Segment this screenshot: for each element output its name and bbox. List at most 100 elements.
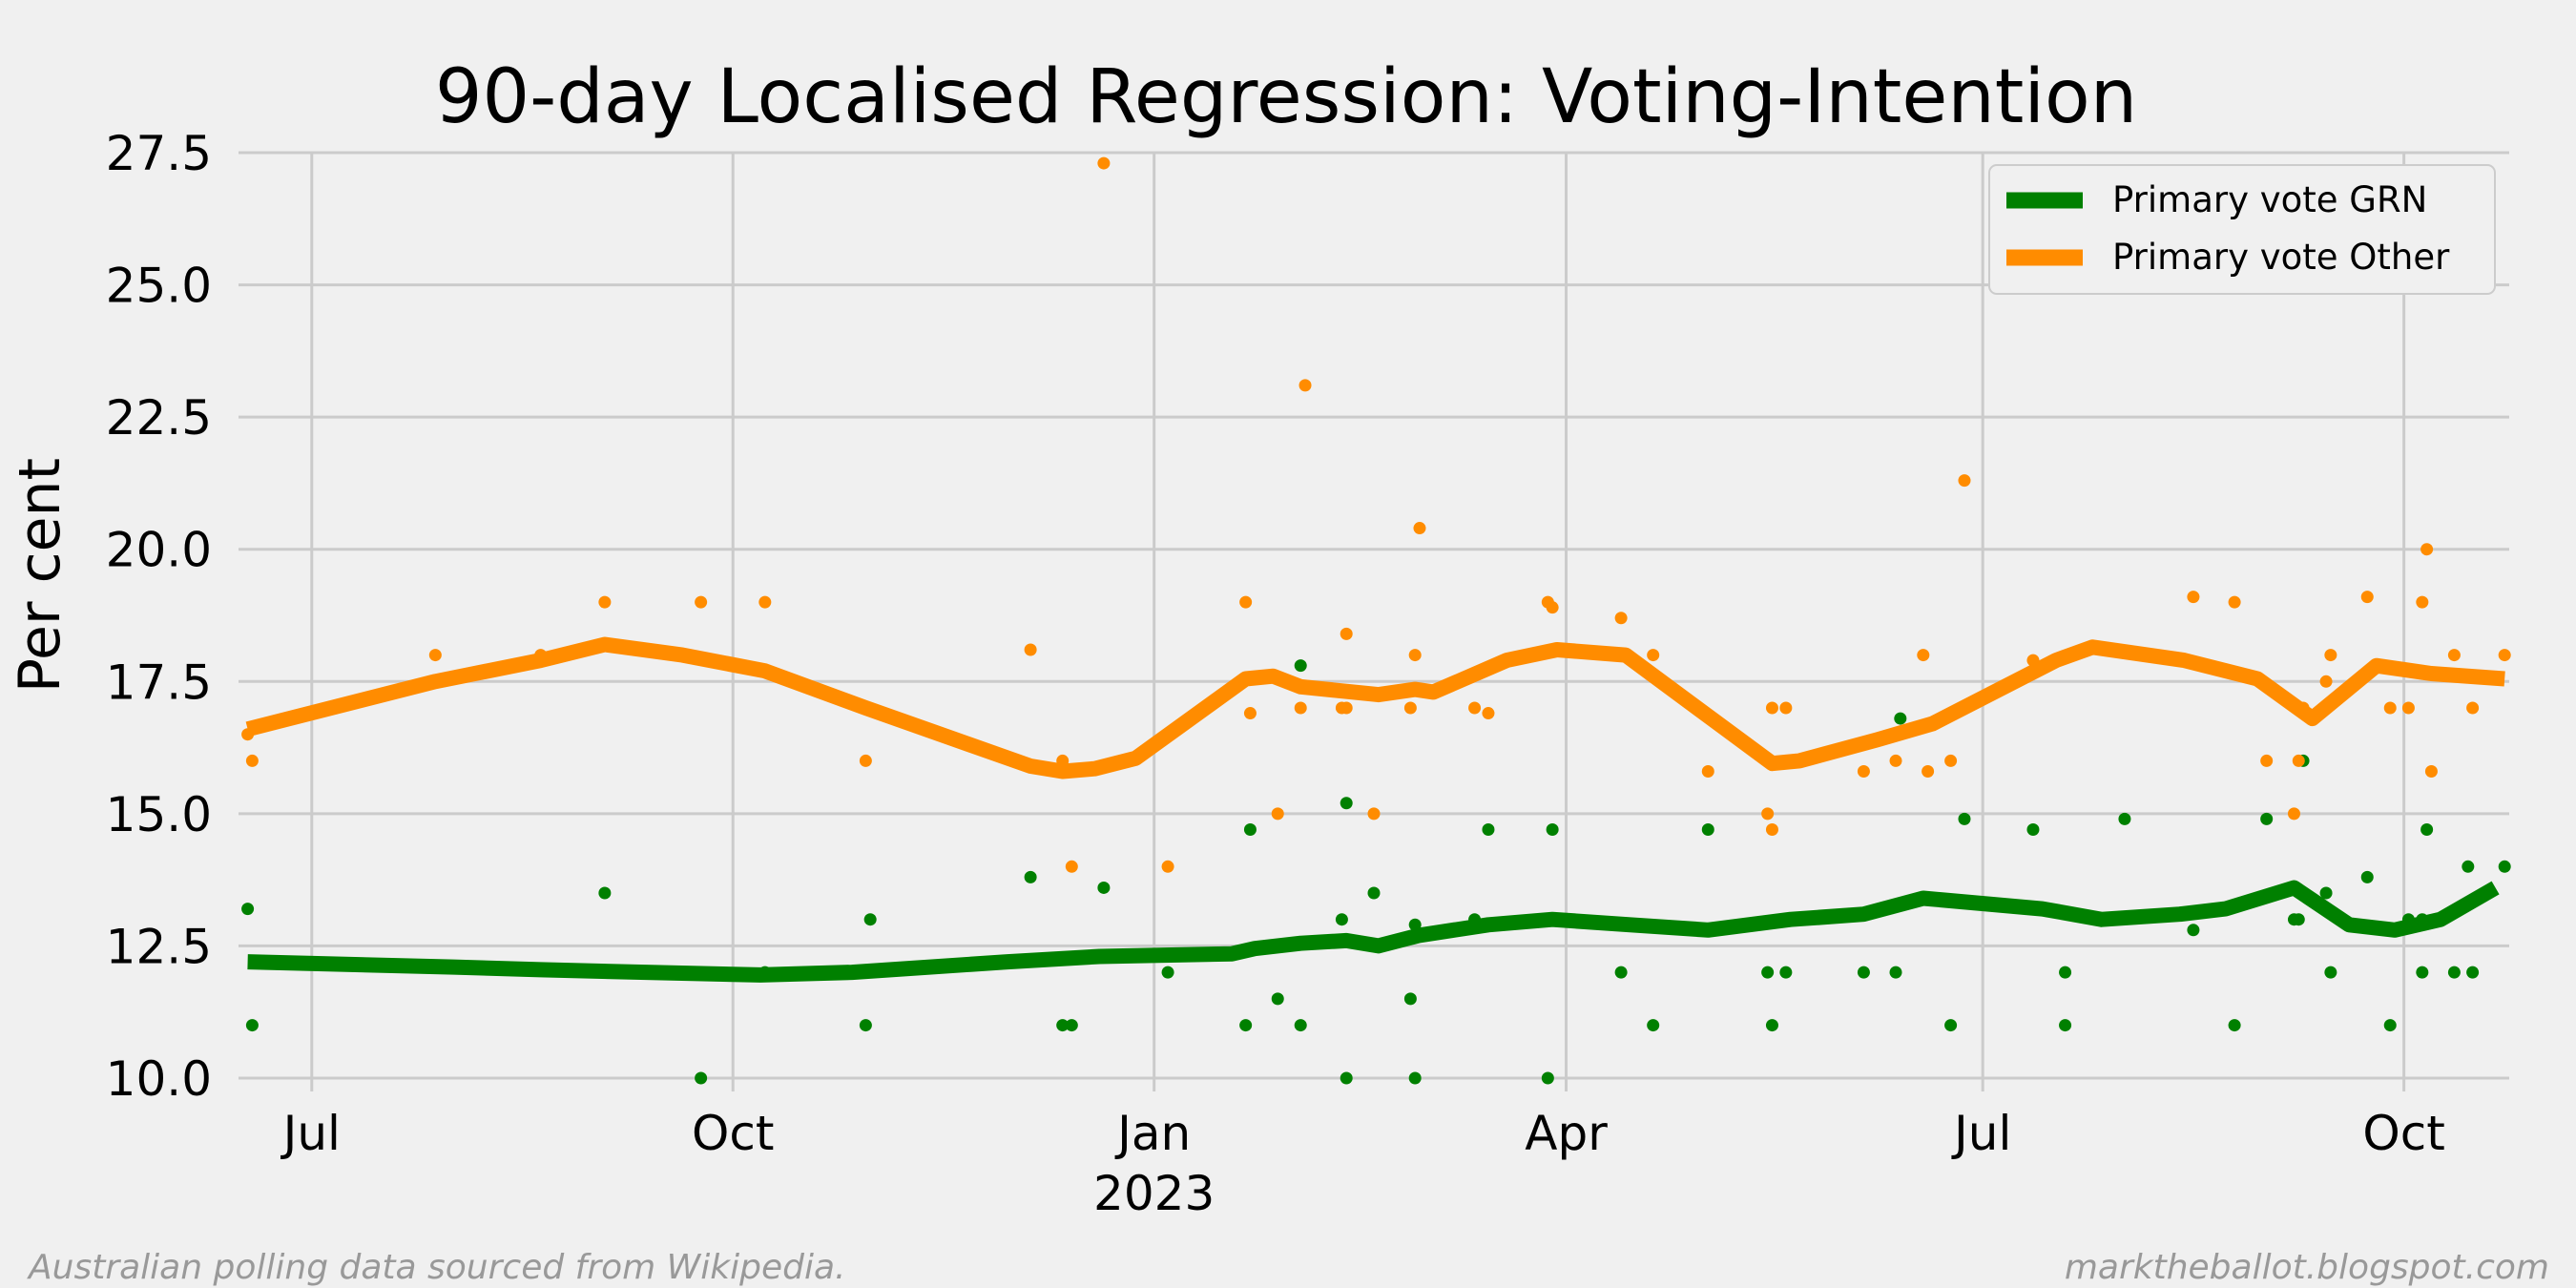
y-tick-label: 20.0 [106, 523, 212, 578]
data-point-other [1958, 474, 1971, 488]
data-point-other [598, 595, 612, 609]
data-point-grn [2118, 812, 2131, 825]
data-point-other [1161, 860, 1174, 873]
data-point-grn [1482, 822, 1495, 836]
data-point-grn [1546, 822, 1559, 836]
data-point-other [1024, 643, 1037, 656]
series-grn [241, 659, 2511, 1085]
x-tick-label: Jul [1951, 1106, 2011, 1161]
data-point-grn [1294, 1019, 1307, 1032]
legend-label-other: Primary vote Other [2112, 237, 2450, 278]
data-point-other [428, 649, 442, 662]
data-point-grn [1340, 797, 1353, 810]
data-point-other [1765, 822, 1778, 836]
legend-box [1988, 164, 2496, 295]
data-point-other [1271, 807, 1284, 821]
footer-site: marktheballot.blogspot.com [2065, 1248, 2549, 1287]
data-point-grn [2059, 1019, 2072, 1032]
data-point-grn [859, 1019, 872, 1032]
data-point-other [758, 595, 772, 609]
series-other [241, 156, 2511, 873]
data-point-grn [2187, 924, 2200, 937]
data-point-grn [241, 903, 255, 916]
data-point-grn [2466, 966, 2480, 979]
chart-title: 90-day Localised Regression: Voting-Inte… [435, 54, 2137, 140]
data-point-grn [2026, 822, 2040, 836]
y-axis-label: Per cent [7, 458, 73, 693]
data-point-other [1889, 754, 1902, 767]
data-point-other [1340, 627, 1353, 640]
data-point-grn [1779, 966, 1793, 979]
data-point-other [245, 754, 259, 767]
data-point-grn [2260, 812, 2274, 825]
data-point-other [2319, 675, 2333, 688]
data-point-grn [1857, 966, 1870, 979]
data-point-grn [1614, 966, 1628, 979]
data-point-grn [1243, 822, 1257, 836]
data-point-grn [2498, 860, 2511, 873]
data-point-other [1298, 379, 1312, 392]
data-point-other [2187, 591, 2200, 604]
data-point-other [1944, 754, 1958, 767]
data-point-other [1701, 765, 1714, 779]
data-point-grn [1161, 966, 1174, 979]
data-point-grn [1097, 881, 1111, 894]
y-tick-label: 12.5 [106, 919, 212, 974]
data-point-grn [1056, 1019, 1070, 1032]
data-point-other [1294, 701, 1307, 715]
trend-line-other [245, 636, 2505, 779]
data-point-grn [2319, 886, 2333, 900]
data-point-other [1765, 701, 1778, 715]
data-point-other [1065, 860, 1078, 873]
data-point-other [1408, 649, 1422, 662]
data-point-grn [2360, 870, 2374, 883]
data-point-grn [2292, 913, 2305, 926]
y-tick-label: 22.5 [106, 390, 212, 446]
trend-line-grn [247, 880, 2500, 983]
data-point-other [1367, 807, 1381, 821]
data-point-grn [1024, 870, 1037, 883]
data-point-grn [1340, 1071, 1353, 1085]
y-tick-label: 27.5 [106, 126, 212, 181]
data-point-grn [2228, 1019, 2241, 1032]
data-point-other [2324, 649, 2337, 662]
data-point-grn [1239, 1019, 1253, 1032]
data-point-grn [2059, 966, 2072, 979]
data-point-grn [2447, 966, 2461, 979]
x-tick-label: Apr [1525, 1106, 1608, 1161]
x-tick-label: Jul [280, 1106, 341, 1161]
y-tick-label: 25.0 [106, 259, 212, 314]
data-point-grn [1647, 1019, 1660, 1032]
data-point-other [2420, 543, 2434, 556]
data-point-other [1239, 595, 1253, 609]
data-point-grn [1701, 822, 1714, 836]
data-point-grn [1944, 1019, 1958, 1032]
data-point-grn [598, 886, 612, 900]
data-point-other [2360, 591, 2374, 604]
data-point-other [1779, 701, 1793, 715]
footer-source: Australian polling data sourced from Wik… [27, 1248, 845, 1287]
data-point-grn [1958, 812, 1971, 825]
x-tick-label: Oct [692, 1106, 774, 1161]
x-tick-label: Oct [2362, 1106, 2444, 1161]
data-point-grn [1765, 1019, 1778, 1032]
data-point-other [2466, 701, 2480, 715]
series-layer [241, 156, 2511, 1085]
data-point-grn [2416, 966, 2429, 979]
data-point-other [1922, 765, 1935, 779]
data-point-other [1243, 707, 1257, 720]
data-point-other [1097, 156, 1111, 170]
data-point-other [2447, 649, 2461, 662]
data-point-grn [1294, 659, 1307, 673]
data-point-grn [2383, 1019, 2397, 1032]
data-point-other [2416, 595, 2429, 609]
y-tick-label: 10.0 [106, 1051, 212, 1107]
data-point-grn [1408, 1071, 1422, 1085]
data-point-grn [2420, 822, 2434, 836]
y-tick-labels: 10.0 12.5 15.0 17.5 20.0 22.5 25.0 27.5 [106, 126, 212, 1107]
data-point-other [2287, 807, 2300, 821]
data-point-grn [1889, 966, 1902, 979]
data-point-other [2383, 701, 2397, 715]
